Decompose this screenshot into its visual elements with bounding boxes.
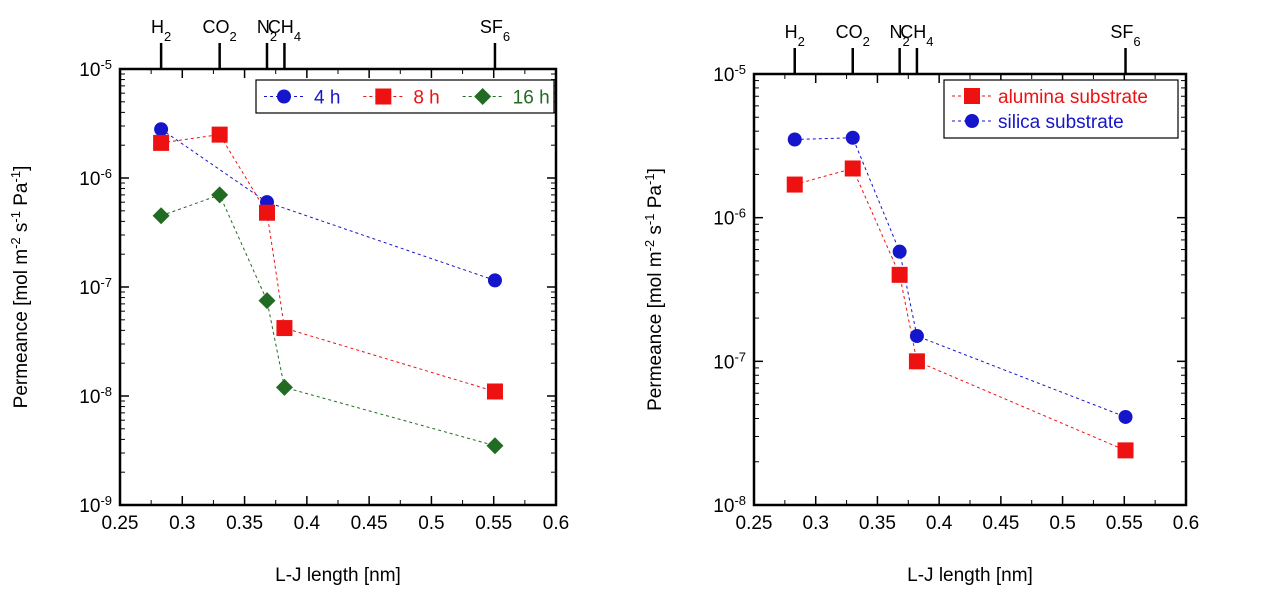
gas-label: N2 (890, 22, 910, 49)
data-point (909, 329, 924, 344)
data-point (487, 273, 502, 288)
data-point (1118, 409, 1133, 424)
data-point (486, 383, 503, 400)
x-tick-label: 0.6 (1173, 513, 1199, 534)
x-tick-label: 0.4 (294, 513, 321, 534)
data-point (908, 353, 925, 370)
data-point (892, 244, 907, 259)
chart-panel-1: 0.25 0.3 0.35 0.4 0.45 0.5 0.55 0.6 10-9 10-8 10-7… (8, 17, 570, 586)
y-axis-title: Permeance [mol m-2 s-1 Pa-1] (642, 168, 667, 411)
legend-box (255, 79, 555, 114)
y-tick-label: 10-6 (713, 205, 746, 230)
gas-label: CO2 (836, 22, 870, 49)
legend-marker (474, 88, 492, 105)
legend-marker (965, 114, 979, 128)
series-line (160, 194, 496, 447)
data-point (258, 292, 276, 310)
gas-label: SF6 (1110, 22, 1140, 49)
legend-marker (964, 88, 980, 104)
data-point (787, 132, 802, 147)
series-line (794, 167, 1126, 451)
gas-label: SF6 (480, 17, 510, 44)
y-tick-label: 10-6 (79, 166, 112, 191)
x-tick-label: 0.45 (351, 513, 388, 534)
data-point (486, 437, 504, 455)
data-point (154, 122, 169, 137)
x-tick-label: 0.4 (926, 513, 953, 534)
y-tick-label: 10-7 (79, 275, 112, 300)
x-tick-label: 0.25 (102, 513, 139, 534)
y-axis-title: Permeance [mol m-2 s-1 Pa-1] (8, 166, 33, 409)
data-point (258, 204, 275, 221)
data-point (1117, 442, 1134, 459)
y-tick-label: 10-5 (79, 57, 112, 82)
data-point (152, 207, 170, 225)
y-tick-label: 10-9 (79, 493, 112, 518)
legend-label: alumina substrate (998, 87, 1148, 108)
data-point (786, 176, 803, 193)
series-line (161, 134, 496, 392)
x-tick-label: 0.55 (1106, 513, 1143, 534)
data-point (211, 186, 229, 204)
series-line (794, 137, 1126, 418)
legend-label: 4 h (314, 88, 340, 109)
y-tick-label: 10-8 (713, 493, 746, 518)
gas-label: H2 (785, 22, 805, 49)
legend-box (943, 79, 1179, 139)
y-tick-label: 10-8 (79, 384, 112, 409)
data-point (891, 266, 908, 283)
plot-frame (118, 67, 558, 507)
data-point (844, 160, 861, 177)
x-tick-label: 0.45 (982, 513, 1019, 534)
y-tick-label: 10-7 (713, 349, 746, 374)
x-tick-label: 0.6 (543, 513, 569, 534)
series-line (160, 128, 496, 281)
x-tick-label: 0.5 (418, 513, 444, 534)
gas-label: H2 (151, 17, 171, 44)
x-axis-title: L-J length [nm] (907, 565, 1033, 586)
x-tick-label: 0.3 (169, 513, 195, 534)
data-point (211, 126, 228, 143)
x-tick-label: 0.5 (1049, 513, 1075, 534)
x-tick-label: 0.55 (475, 513, 512, 534)
data-point (153, 134, 170, 151)
legend-label: 8 h (413, 88, 439, 109)
legend-marker (277, 89, 291, 104)
gas-label: CH4 (900, 22, 933, 49)
x-tick-label: 0.25 (736, 513, 773, 534)
gas-label: CO2 (203, 17, 237, 44)
x-tick-label: 0.3 (803, 513, 829, 534)
legend-label: silica substrate (998, 112, 1124, 133)
data-point (845, 130, 860, 145)
x-tick-label: 0.35 (859, 513, 896, 534)
x-axis-title: L-J length [nm] (275, 565, 401, 586)
x-tick-label: 0.35 (226, 513, 263, 534)
chart-panel-2: 0.25 0.3 0.35 0.4 0.45 0.5 0.55 0.6 10-8 10-7 10-6… (642, 22, 1200, 586)
gas-label: N2 (257, 17, 277, 44)
legend-marker (375, 88, 392, 105)
y-tick-label: 10-5 (713, 62, 746, 87)
gas-label: CH4 (268, 17, 301, 44)
data-point (276, 320, 293, 337)
data-point (275, 378, 293, 396)
legend-label: 16 h (513, 88, 550, 109)
